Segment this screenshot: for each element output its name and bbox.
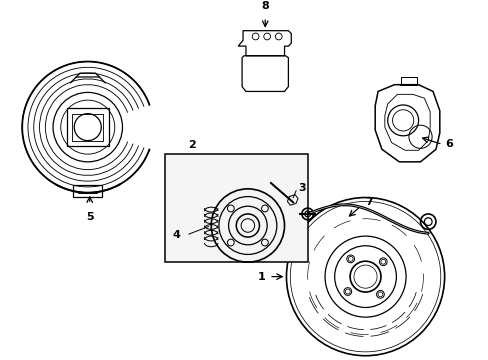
Bar xyxy=(73,185,102,197)
Bar xyxy=(401,77,416,85)
Text: 2: 2 xyxy=(188,140,195,150)
Text: 6: 6 xyxy=(445,139,452,149)
Bar xyxy=(72,114,103,141)
Text: 8: 8 xyxy=(261,1,268,12)
Text: 3: 3 xyxy=(297,183,305,193)
Bar xyxy=(66,108,109,147)
Text: 5: 5 xyxy=(86,212,93,222)
Text: 1: 1 xyxy=(257,272,264,282)
Text: 4: 4 xyxy=(172,230,180,240)
Bar xyxy=(164,154,307,262)
Text: 7: 7 xyxy=(365,197,372,207)
